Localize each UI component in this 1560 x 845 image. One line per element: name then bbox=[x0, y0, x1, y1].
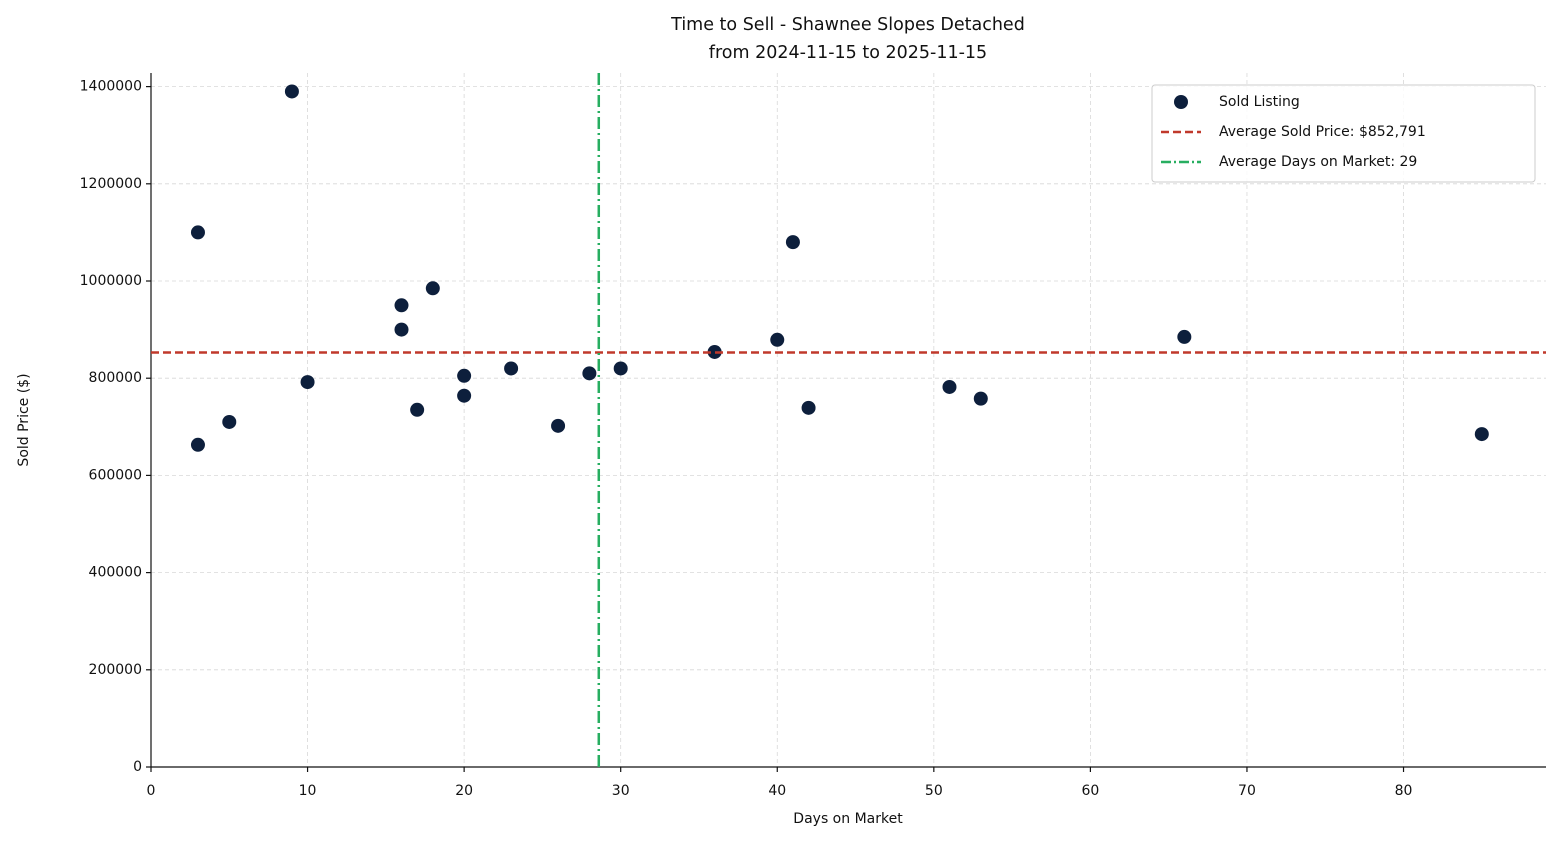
x-tick-label: 60 bbox=[1081, 783, 1099, 799]
point bbox=[190, 437, 205, 452]
point bbox=[425, 281, 440, 296]
point bbox=[300, 375, 315, 390]
y-tick-label: 1000000 bbox=[80, 273, 142, 289]
y-tick-label: 200000 bbox=[89, 662, 142, 678]
x-tick-label: 80 bbox=[1395, 783, 1413, 799]
point bbox=[973, 391, 988, 406]
point bbox=[551, 418, 566, 433]
y-tick-label: 1400000 bbox=[80, 79, 142, 95]
legend-label: Average Sold Price: $852,791 bbox=[1219, 124, 1426, 140]
chart-title: Time to Sell - Shawnee Slopes Detached bbox=[670, 15, 1025, 35]
x-tick-label: 50 bbox=[925, 783, 943, 799]
point bbox=[801, 400, 816, 415]
x-tick-label: 40 bbox=[768, 783, 786, 799]
point bbox=[1177, 329, 1192, 344]
point bbox=[942, 379, 957, 394]
y-tick-label: 400000 bbox=[89, 565, 142, 581]
chart-subtitle: from 2024-11-15 to 2025-11-15 bbox=[709, 43, 987, 63]
legend-label: Sold Listing bbox=[1219, 94, 1300, 110]
y-axis-label: Sold Price ($) bbox=[16, 373, 32, 466]
point bbox=[190, 225, 205, 240]
point bbox=[770, 332, 785, 347]
legend-box bbox=[1151, 84, 1536, 183]
point bbox=[394, 298, 409, 313]
point bbox=[582, 366, 597, 381]
point bbox=[222, 414, 237, 429]
legend-label: Average Days on Market: 29 bbox=[1219, 154, 1417, 170]
y-tick-label: 800000 bbox=[89, 370, 142, 386]
y-tick-label: 0 bbox=[133, 759, 142, 775]
x-tick-label: 0 bbox=[147, 783, 156, 799]
point bbox=[410, 402, 425, 417]
point bbox=[394, 322, 409, 337]
point bbox=[707, 344, 722, 359]
x-tick-label: 30 bbox=[612, 783, 630, 799]
y-tick-label: 600000 bbox=[89, 467, 142, 483]
legend-marker bbox=[1174, 95, 1188, 109]
point bbox=[785, 235, 800, 250]
x-tick-label: 70 bbox=[1238, 783, 1256, 799]
point bbox=[504, 361, 519, 376]
y-tick-label: 1200000 bbox=[80, 176, 142, 192]
x-tick-label: 10 bbox=[299, 783, 317, 799]
point bbox=[613, 361, 628, 376]
point bbox=[457, 368, 472, 383]
point bbox=[1474, 427, 1489, 442]
x-axis-label: Days on Market bbox=[793, 811, 903, 827]
x-tick-label: 20 bbox=[455, 783, 473, 799]
point bbox=[284, 84, 299, 99]
point bbox=[457, 388, 472, 403]
